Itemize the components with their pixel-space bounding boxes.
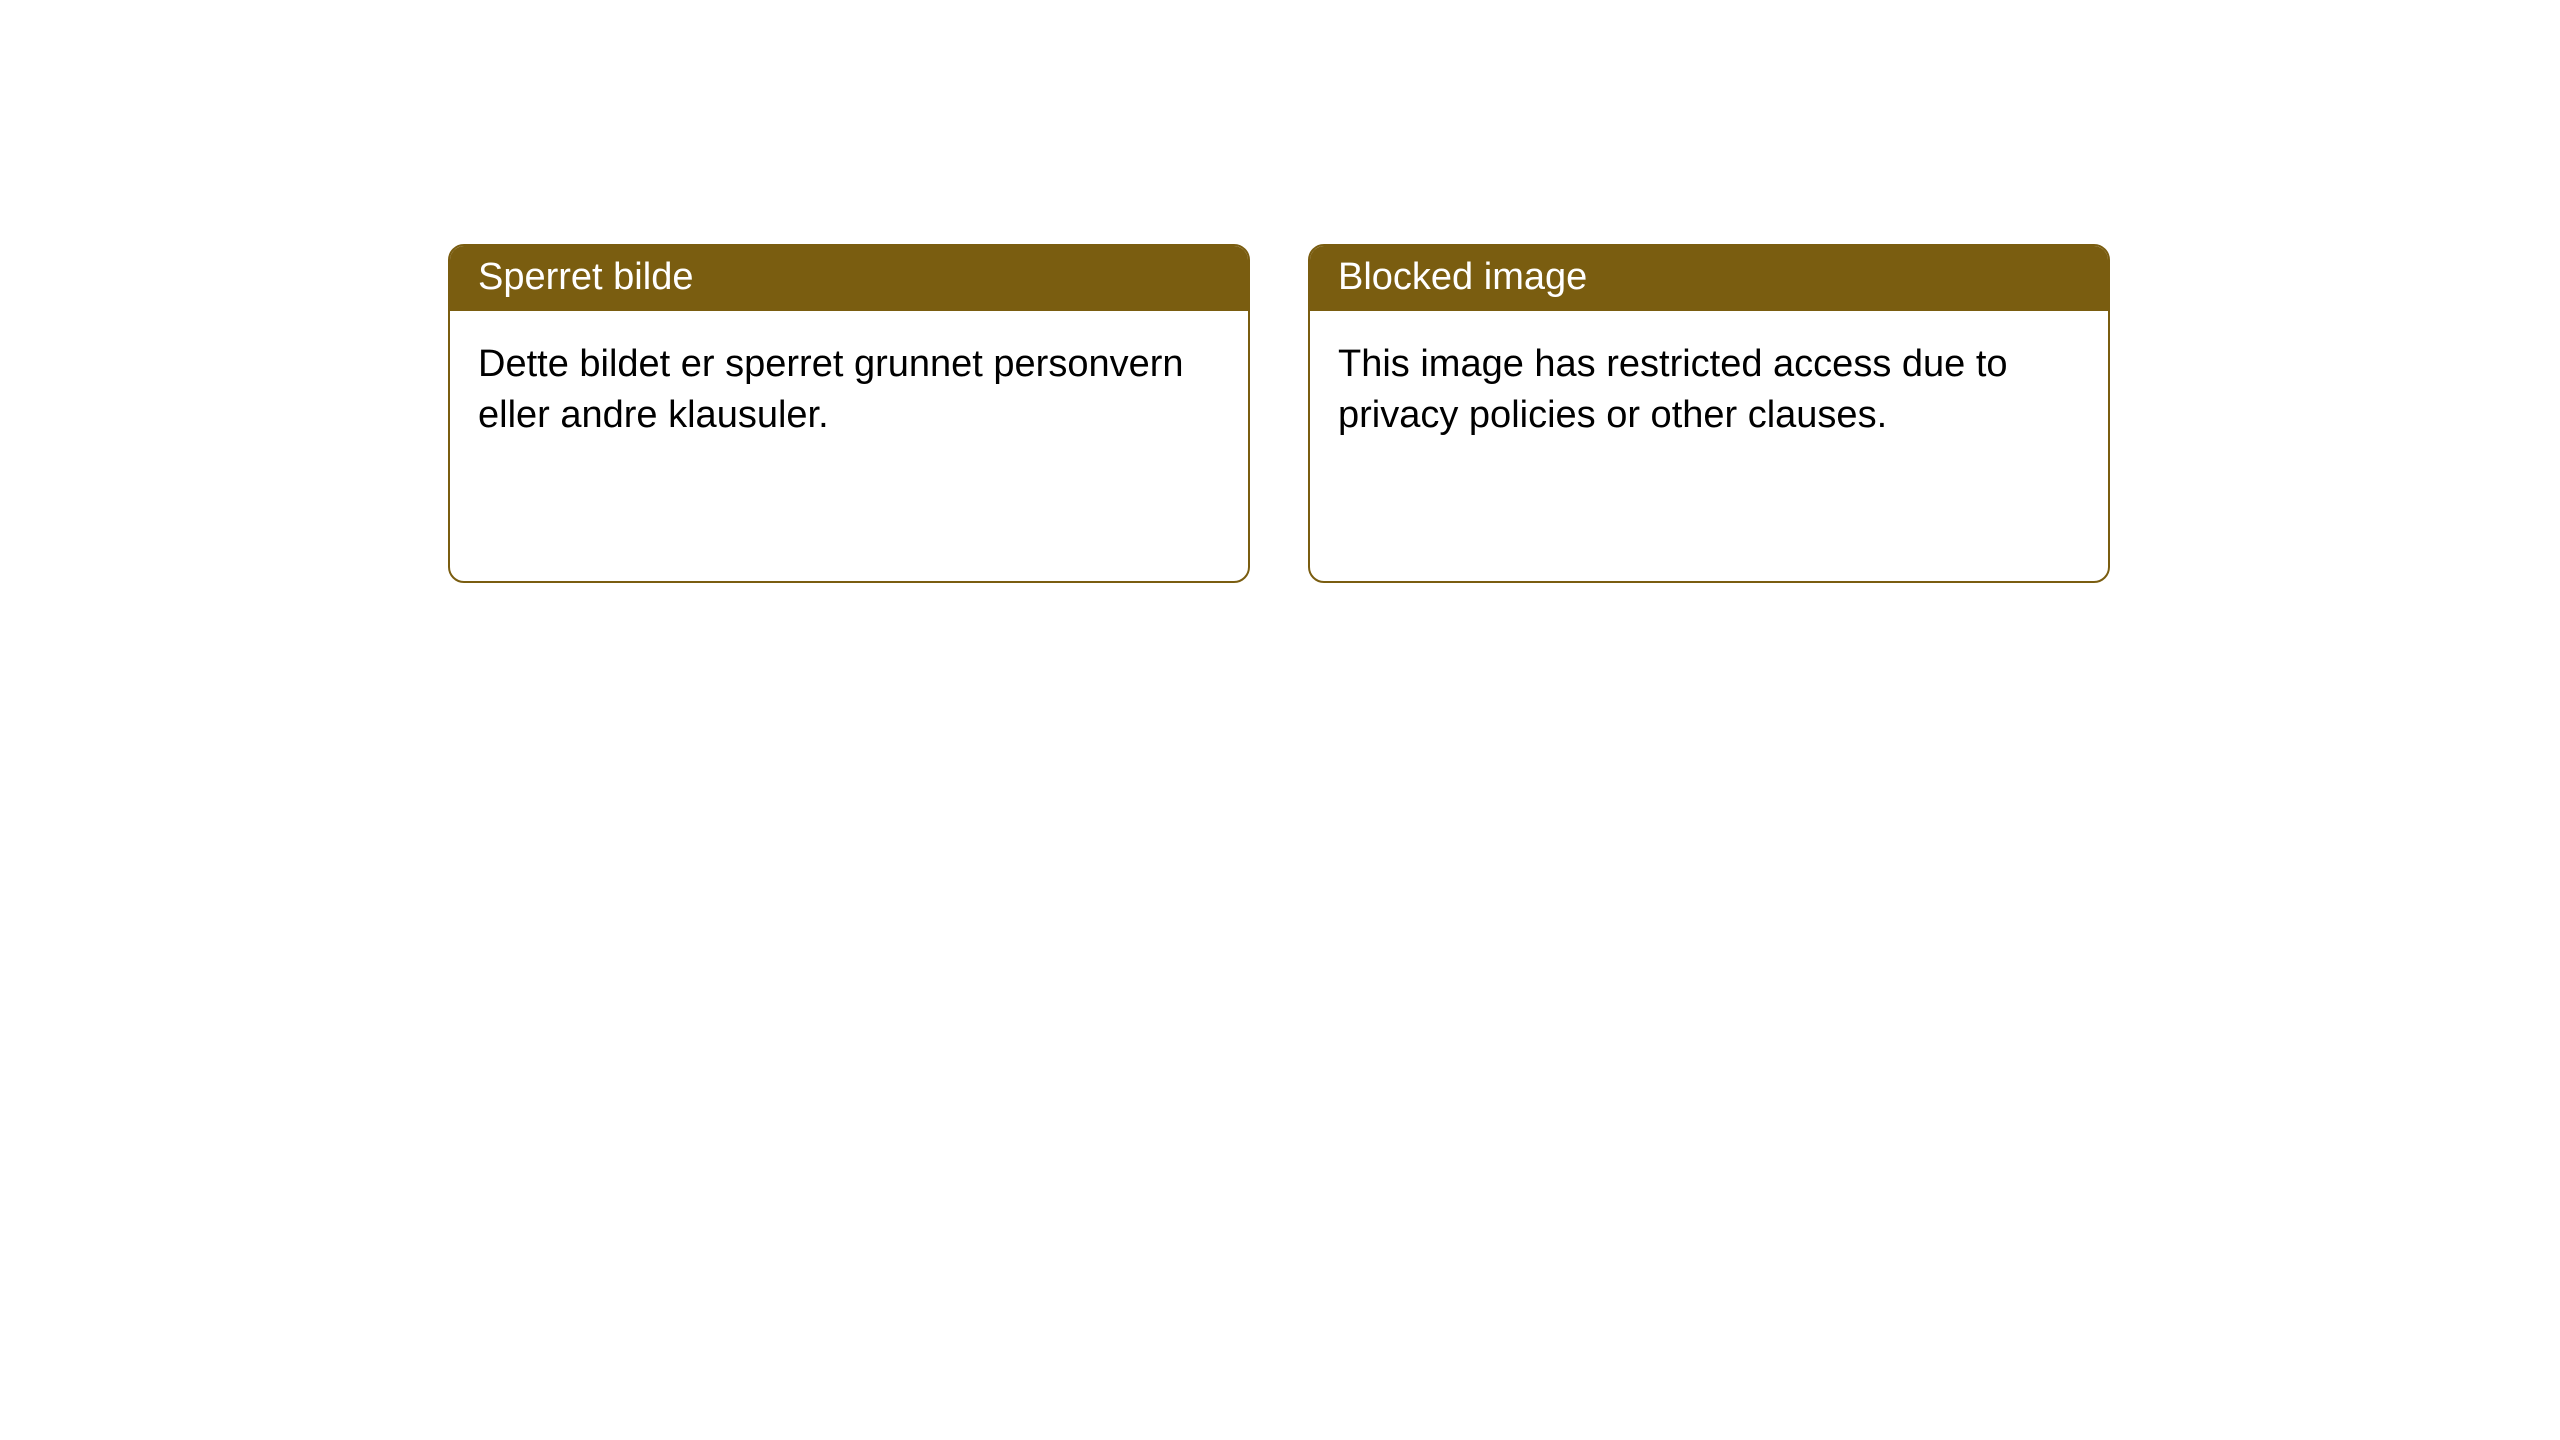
notice-title-norwegian: Sperret bilde	[450, 246, 1248, 311]
notice-container: Sperret bilde Dette bildet er sperret gr…	[0, 0, 2560, 583]
notice-title-english: Blocked image	[1310, 246, 2108, 311]
notice-body-norwegian: Dette bildet er sperret grunnet personve…	[450, 311, 1248, 581]
notice-card-norwegian: Sperret bilde Dette bildet er sperret gr…	[448, 244, 1250, 583]
notice-card-english: Blocked image This image has restricted …	[1308, 244, 2110, 583]
notice-body-english: This image has restricted access due to …	[1310, 311, 2108, 581]
